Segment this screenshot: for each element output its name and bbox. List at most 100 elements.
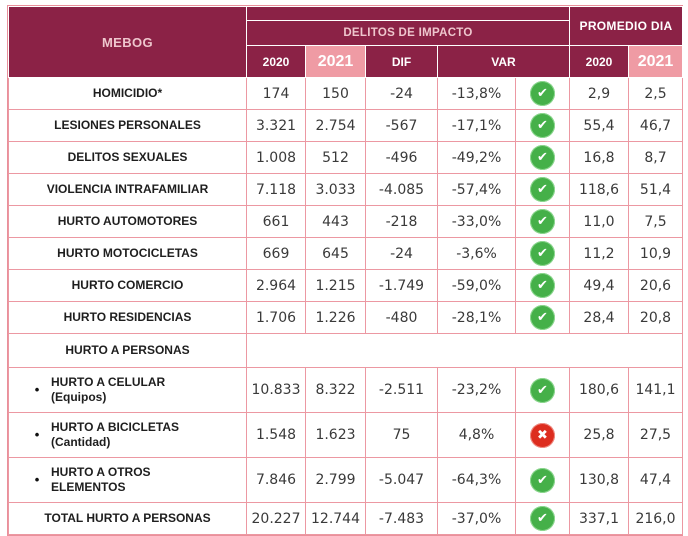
crime-label-cell: DELITOS SEXUALES	[8, 141, 247, 174]
value-dif: -5.047	[365, 457, 438, 503]
value-2020: 3.321	[246, 109, 306, 142]
col-header-prom-2021: 2021	[627, 45, 684, 78]
value-var: -23,2%	[437, 367, 516, 413]
crime-label-cell: TOTAL HURTO A PERSONAS	[8, 502, 247, 535]
value-prom-2021: 10,9	[627, 237, 684, 270]
delitos-de-impacto-group-header: DELITOS DE IMPACTO	[246, 20, 570, 46]
value-var: -37,0%	[437, 502, 516, 535]
crime-label-cell: HOMICIDIO*	[8, 77, 247, 110]
value-var: -3,6%	[437, 237, 516, 270]
crime-label-line2: (Cantidad)	[51, 435, 111, 449]
crime-stats-table: MEBOG PROMEDIO DIA DELITOS DE IMPACTO 20…	[7, 5, 684, 536]
value-prom-2020: 2,9	[569, 77, 629, 110]
table-row: DELITOS SEXUALES 1.008 512 -496 -49,2% ✔…	[8, 141, 684, 174]
value-prom-2021: 8,7	[627, 141, 684, 174]
value-var: -28,1%	[437, 301, 516, 334]
bullet-icon: •	[34, 471, 40, 487]
value-var: -57,4%	[437, 173, 516, 206]
crime-label-cell: HURTO AUTOMOTORES	[8, 205, 247, 238]
value-var: -33,0%	[437, 205, 516, 238]
value-2020: 1.008	[246, 141, 306, 174]
value-dif: -2.511	[365, 367, 438, 413]
header-top-strip	[246, 6, 570, 21]
check-icon: ✔	[530, 305, 555, 330]
value-dif: -218	[365, 205, 438, 238]
table-row: HOMICIDIO* 174 150 -24 -13,8% ✔ 2,9 2,5	[8, 77, 684, 110]
status-cell: ✔	[515, 109, 570, 142]
check-icon: ✔	[530, 81, 555, 106]
status-cell: ✔	[515, 502, 570, 535]
delitos-table: MEBOG PROMEDIO DIA DELITOS DE IMPACTO 20…	[8, 6, 684, 535]
table-row: HURTO A PERSONAS	[8, 333, 684, 368]
crime-label: HURTO RESIDENCIAS	[63, 310, 192, 325]
value-prom-2020: 49,4	[569, 269, 629, 302]
value-prom-2020: 11,0	[569, 205, 629, 238]
crime-label: HURTO AUTOMOTORES	[57, 214, 198, 229]
table-row: TOTAL HURTO A PERSONAS 20.227 12.744 -7.…	[8, 502, 684, 535]
value-2020: 1.548	[246, 412, 306, 458]
status-cell: ✔	[515, 269, 570, 302]
crime-label: LESIONES PERSONALES	[54, 118, 201, 133]
value-prom-2021: 7,5	[627, 205, 684, 238]
value-dif: -24	[365, 237, 438, 270]
crime-label: TOTAL HURTO A PERSONAS	[44, 511, 211, 526]
value-prom-2020: 16,8	[569, 141, 629, 174]
value-2021: 1.226	[305, 301, 366, 334]
value-2021: 1.215	[305, 269, 366, 302]
crime-label-cell: HURTO A PERSONAS	[8, 333, 247, 368]
crime-label-cell: • HURTO A BICICLETAS (Cantidad)	[8, 412, 247, 458]
status-cell: ✖	[515, 412, 570, 458]
value-var: -59,0%	[437, 269, 516, 302]
check-icon: ✔	[530, 377, 555, 403]
value-2021: 1.623	[305, 412, 366, 458]
bullet-icon: •	[34, 381, 40, 397]
value-2021: 12.744	[305, 502, 366, 535]
value-dif: 75	[365, 412, 438, 458]
value-var: 4,8%	[437, 412, 516, 458]
mebog-header: MEBOG	[8, 6, 247, 78]
crime-label: HURTO MOTOCICLETAS	[57, 246, 198, 261]
table-row: • HURTO A OTROS ELEMENTOS 7.846 2.799 -5.0…	[8, 457, 684, 503]
col-header-2021: 2021	[305, 45, 366, 78]
crime-label: HURTO A CELULAR	[51, 375, 166, 389]
value-2021: 512	[305, 141, 366, 174]
value-prom-2020: 180,6	[569, 367, 629, 413]
crime-label-cell: HURTO COMERCIO	[8, 269, 247, 302]
check-icon: ✔	[530, 241, 555, 266]
col-header-2020: 2020	[246, 45, 306, 78]
value-dif: -24	[365, 77, 438, 110]
status-cell: ✔	[515, 301, 570, 334]
value-dif: -496	[365, 141, 438, 174]
status-cell: ✔	[515, 237, 570, 270]
table-row: VIOLENCIA INTRAFAMILIAR 7.118 3.033 -4.0…	[8, 173, 684, 206]
value-2021: 150	[305, 77, 366, 110]
status-cell: ✔	[515, 457, 570, 503]
value-2020: 10.833	[246, 367, 306, 413]
x-icon: ✖	[530, 422, 555, 448]
crime-label: HURTO A BICICLETAS	[51, 420, 179, 434]
crime-label: HURTO A OTROS	[51, 465, 151, 479]
crime-label: VIOLENCIA INTRAFAMILIAR	[46, 182, 209, 197]
table-row: HURTO RESIDENCIAS 1.706 1.226 -480 -28,1…	[8, 301, 684, 334]
table-row: HURTO COMERCIO 2.964 1.215 -1.749 -59,0%…	[8, 269, 684, 302]
status-cell: ✔	[515, 205, 570, 238]
crime-label: DELITOS SEXUALES	[67, 150, 188, 165]
table-row: • HURTO A BICICLETAS (Cantidad) 1.548 1.62…	[8, 412, 684, 458]
table-row: LESIONES PERSONALES 3.321 2.754 -567 -17…	[8, 109, 684, 142]
bullet-icon: •	[34, 426, 40, 442]
value-2020: 661	[246, 205, 306, 238]
crime-label-cell: HURTO MOTOCICLETAS	[8, 237, 247, 270]
value-dif: -4.085	[365, 173, 438, 206]
table-row: HURTO AUTOMOTORES 661 443 -218 -33,0% ✔ …	[8, 205, 684, 238]
value-prom-2020: 118,6	[569, 173, 629, 206]
check-icon: ✔	[530, 209, 555, 234]
value-prom-2021: 46,7	[627, 109, 684, 142]
crime-label-cell: VIOLENCIA INTRAFAMILIAR	[8, 173, 247, 206]
col-header-prom-2020: 2020	[569, 45, 629, 78]
value-prom-2020: 25,8	[569, 412, 629, 458]
value-2020: 7.118	[246, 173, 306, 206]
value-prom-2020: 11,2	[569, 237, 629, 270]
crime-label-line2: (Equipos)	[51, 390, 107, 404]
value-var: -64,3%	[437, 457, 516, 503]
crime-label: HURTO COMERCIO	[71, 278, 184, 293]
